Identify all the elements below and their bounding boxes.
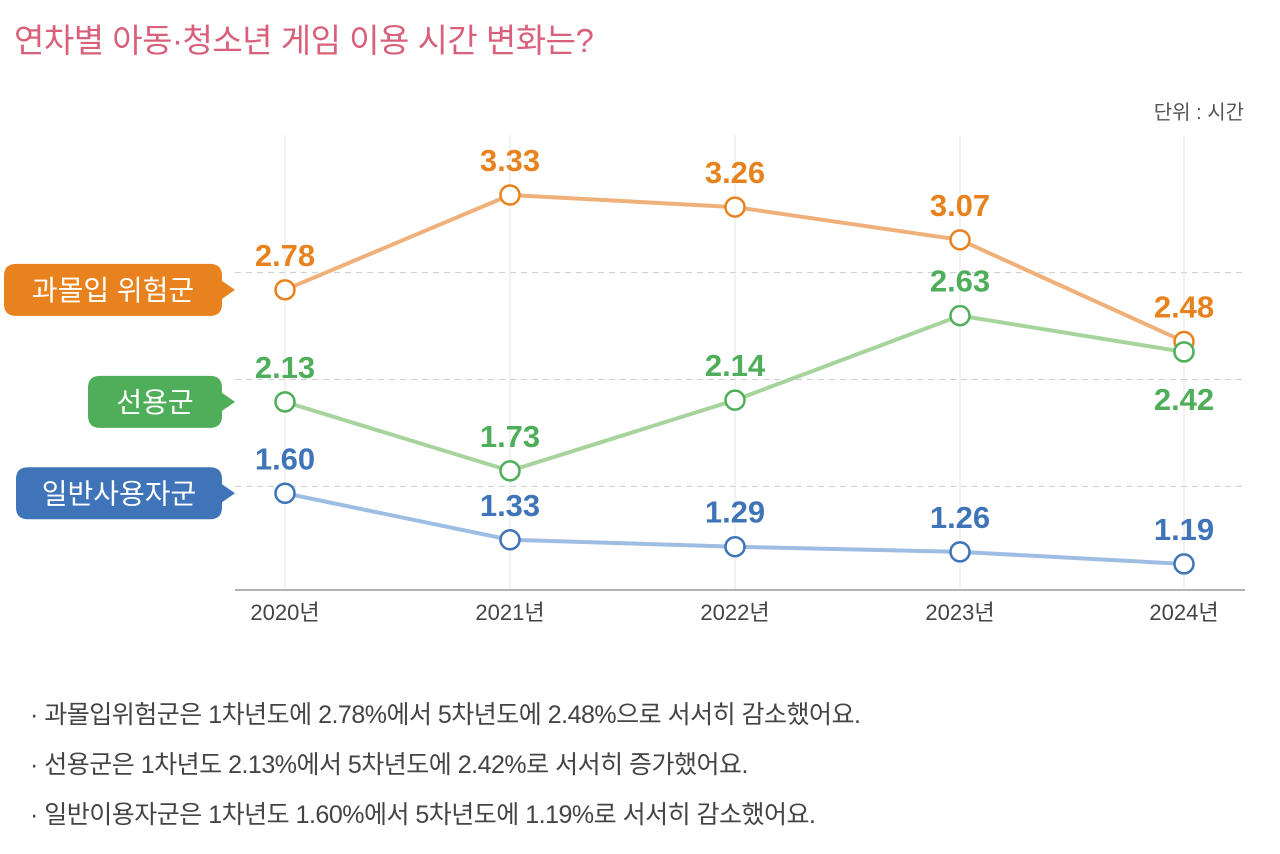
note-1: · 과몰입위험군은 1차년도에 2.78%에서 5차년도에 2.48%으로 서서… bbox=[30, 701, 861, 729]
x-tick-label: 2024년 bbox=[1149, 600, 1218, 625]
data-point bbox=[499, 529, 521, 551]
legend-label: 선용군 bbox=[116, 387, 193, 418]
data-label: 3.33 bbox=[480, 143, 540, 178]
data-point bbox=[1173, 553, 1195, 575]
data-label: 1.19 bbox=[1154, 512, 1214, 547]
data-label: 2.48 bbox=[1154, 290, 1214, 325]
data-label: 1.29 bbox=[705, 495, 765, 530]
data-label: 1.26 bbox=[930, 500, 990, 535]
x-tick-label: 2020년 bbox=[250, 600, 319, 625]
data-label: 2.14 bbox=[705, 348, 766, 383]
data-point bbox=[724, 196, 746, 218]
legend-label: 과몰입 위험군 bbox=[32, 275, 194, 306]
data-point bbox=[1173, 341, 1195, 363]
data-point bbox=[724, 535, 746, 558]
unit-label: 단위 : 시간 bbox=[1153, 102, 1244, 124]
data-point bbox=[949, 304, 971, 327]
line-chart: 2020년 2021년 2022년 2023년 2024년 2.78 3.33 3.26 3.0… bbox=[4, 135, 1245, 625]
data-label: 2.63 bbox=[930, 264, 990, 299]
data-point bbox=[274, 482, 296, 505]
data-label: 2.13 bbox=[255, 350, 315, 385]
data-point bbox=[949, 229, 971, 251]
data-label: 1.73 bbox=[480, 419, 540, 454]
legend-label: 일반사용자군 bbox=[42, 478, 197, 509]
data-label: 1.60 bbox=[255, 441, 315, 476]
data-label: 2.42 bbox=[1154, 382, 1214, 417]
note-3: · 일반이용자군은 1차년도 1.60%에서 5차년도에 1.19%로 서서히 … bbox=[30, 801, 816, 829]
data-point bbox=[274, 279, 296, 301]
x-tick-label: 2021년 bbox=[475, 600, 544, 625]
x-tick-label: 2022년 bbox=[700, 600, 769, 625]
summary-notes: · 과몰입위험군은 1차년도에 2.78%에서 5차년도에 2.48%으로 서서… bbox=[30, 690, 861, 840]
x-tick-label: 2023년 bbox=[925, 600, 994, 625]
data-label: 3.07 bbox=[930, 188, 990, 223]
data-point bbox=[499, 460, 521, 482]
data-point bbox=[949, 541, 971, 563]
data-label: 3.26 bbox=[705, 155, 765, 190]
chart-title: 연차별 아동·청소년 게임 이용 시간 변화는? bbox=[14, 22, 594, 59]
data-point bbox=[724, 389, 746, 411]
data-point bbox=[499, 184, 521, 206]
data-point bbox=[274, 391, 296, 413]
legend-badge-1 bbox=[4, 263, 235, 316]
data-label: 2.78 bbox=[255, 238, 315, 273]
legend-badge-3 bbox=[16, 467, 235, 520]
legend-badge-2 bbox=[88, 375, 235, 428]
note-2: · 선용군은 1차년도 2.13%에서 5차년도에 2.42%로 서서히 증가했… bbox=[30, 751, 748, 779]
data-label: 1.33 bbox=[480, 488, 540, 523]
